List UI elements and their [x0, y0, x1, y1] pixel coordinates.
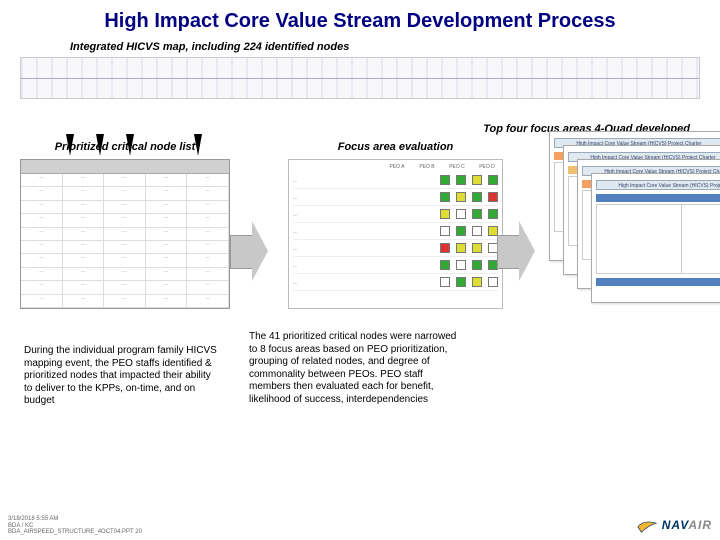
hicvs-map-thumbnail: [20, 57, 700, 99]
node-list-description: During the individual program family HIC…: [24, 345, 219, 408]
footer-author: BDA / KC: [8, 523, 142, 530]
logo-nav: NAV: [662, 518, 689, 532]
evaluation-label: Focus area evaluation: [288, 141, 503, 153]
charter-title: High Impact Core Value Stream (HICVS) Pr…: [596, 180, 720, 190]
evaluation-description: The 41 prioritized critical nodes were n…: [249, 331, 464, 408]
evaluation-matrix-thumb: PEO A PEO B PEO C PEO D — — — — — — —: [288, 159, 503, 309]
column-evaluation: Focus area evaluation PEO A PEO B PEO C …: [288, 141, 503, 321]
content-row: Prioritized critical node list ————— ———…: [0, 141, 720, 321]
footer-timestamp: 3/18/2018 5:55 AM: [8, 516, 142, 523]
eval-hdr: PEO C: [446, 164, 468, 170]
navair-logo: NAVAIR: [636, 514, 712, 536]
map-subtitle: Integrated HICVS map, including 224 iden…: [70, 41, 720, 53]
charter-stack: High Impact Core Value Stream (HICVS) Pr…: [549, 131, 710, 321]
navair-wing-icon: [636, 514, 658, 536]
logo-air: AIR: [688, 518, 712, 532]
eval-hdr: PEO D: [476, 164, 498, 170]
slide-title: High Impact Core Value Stream Developmen…: [0, 0, 720, 33]
arrow-right-1: [230, 221, 270, 281]
node-list-table-thumb: ————— ————— ————— ————— ————— ————— ————…: [20, 159, 230, 309]
eval-hdr: PEO B: [416, 164, 438, 170]
column-charters: High Impact Core Value Stream (HICVS) Pr…: [549, 141, 710, 321]
eval-hdr: PEO A: [386, 164, 408, 170]
descriptions-row: During the individual program family HIC…: [0, 331, 720, 408]
arrow-right-2: [497, 221, 537, 281]
footer-filepath: BDA_AIRSPEED_STRUCTURE_4OCT04.PPT 20: [8, 529, 142, 536]
slide-footer: 3/18/2018 5:55 AM BDA / KC BDA_AIRSPEED_…: [8, 516, 142, 536]
column-node-list: Prioritized critical node list ————— ———…: [20, 141, 230, 321]
